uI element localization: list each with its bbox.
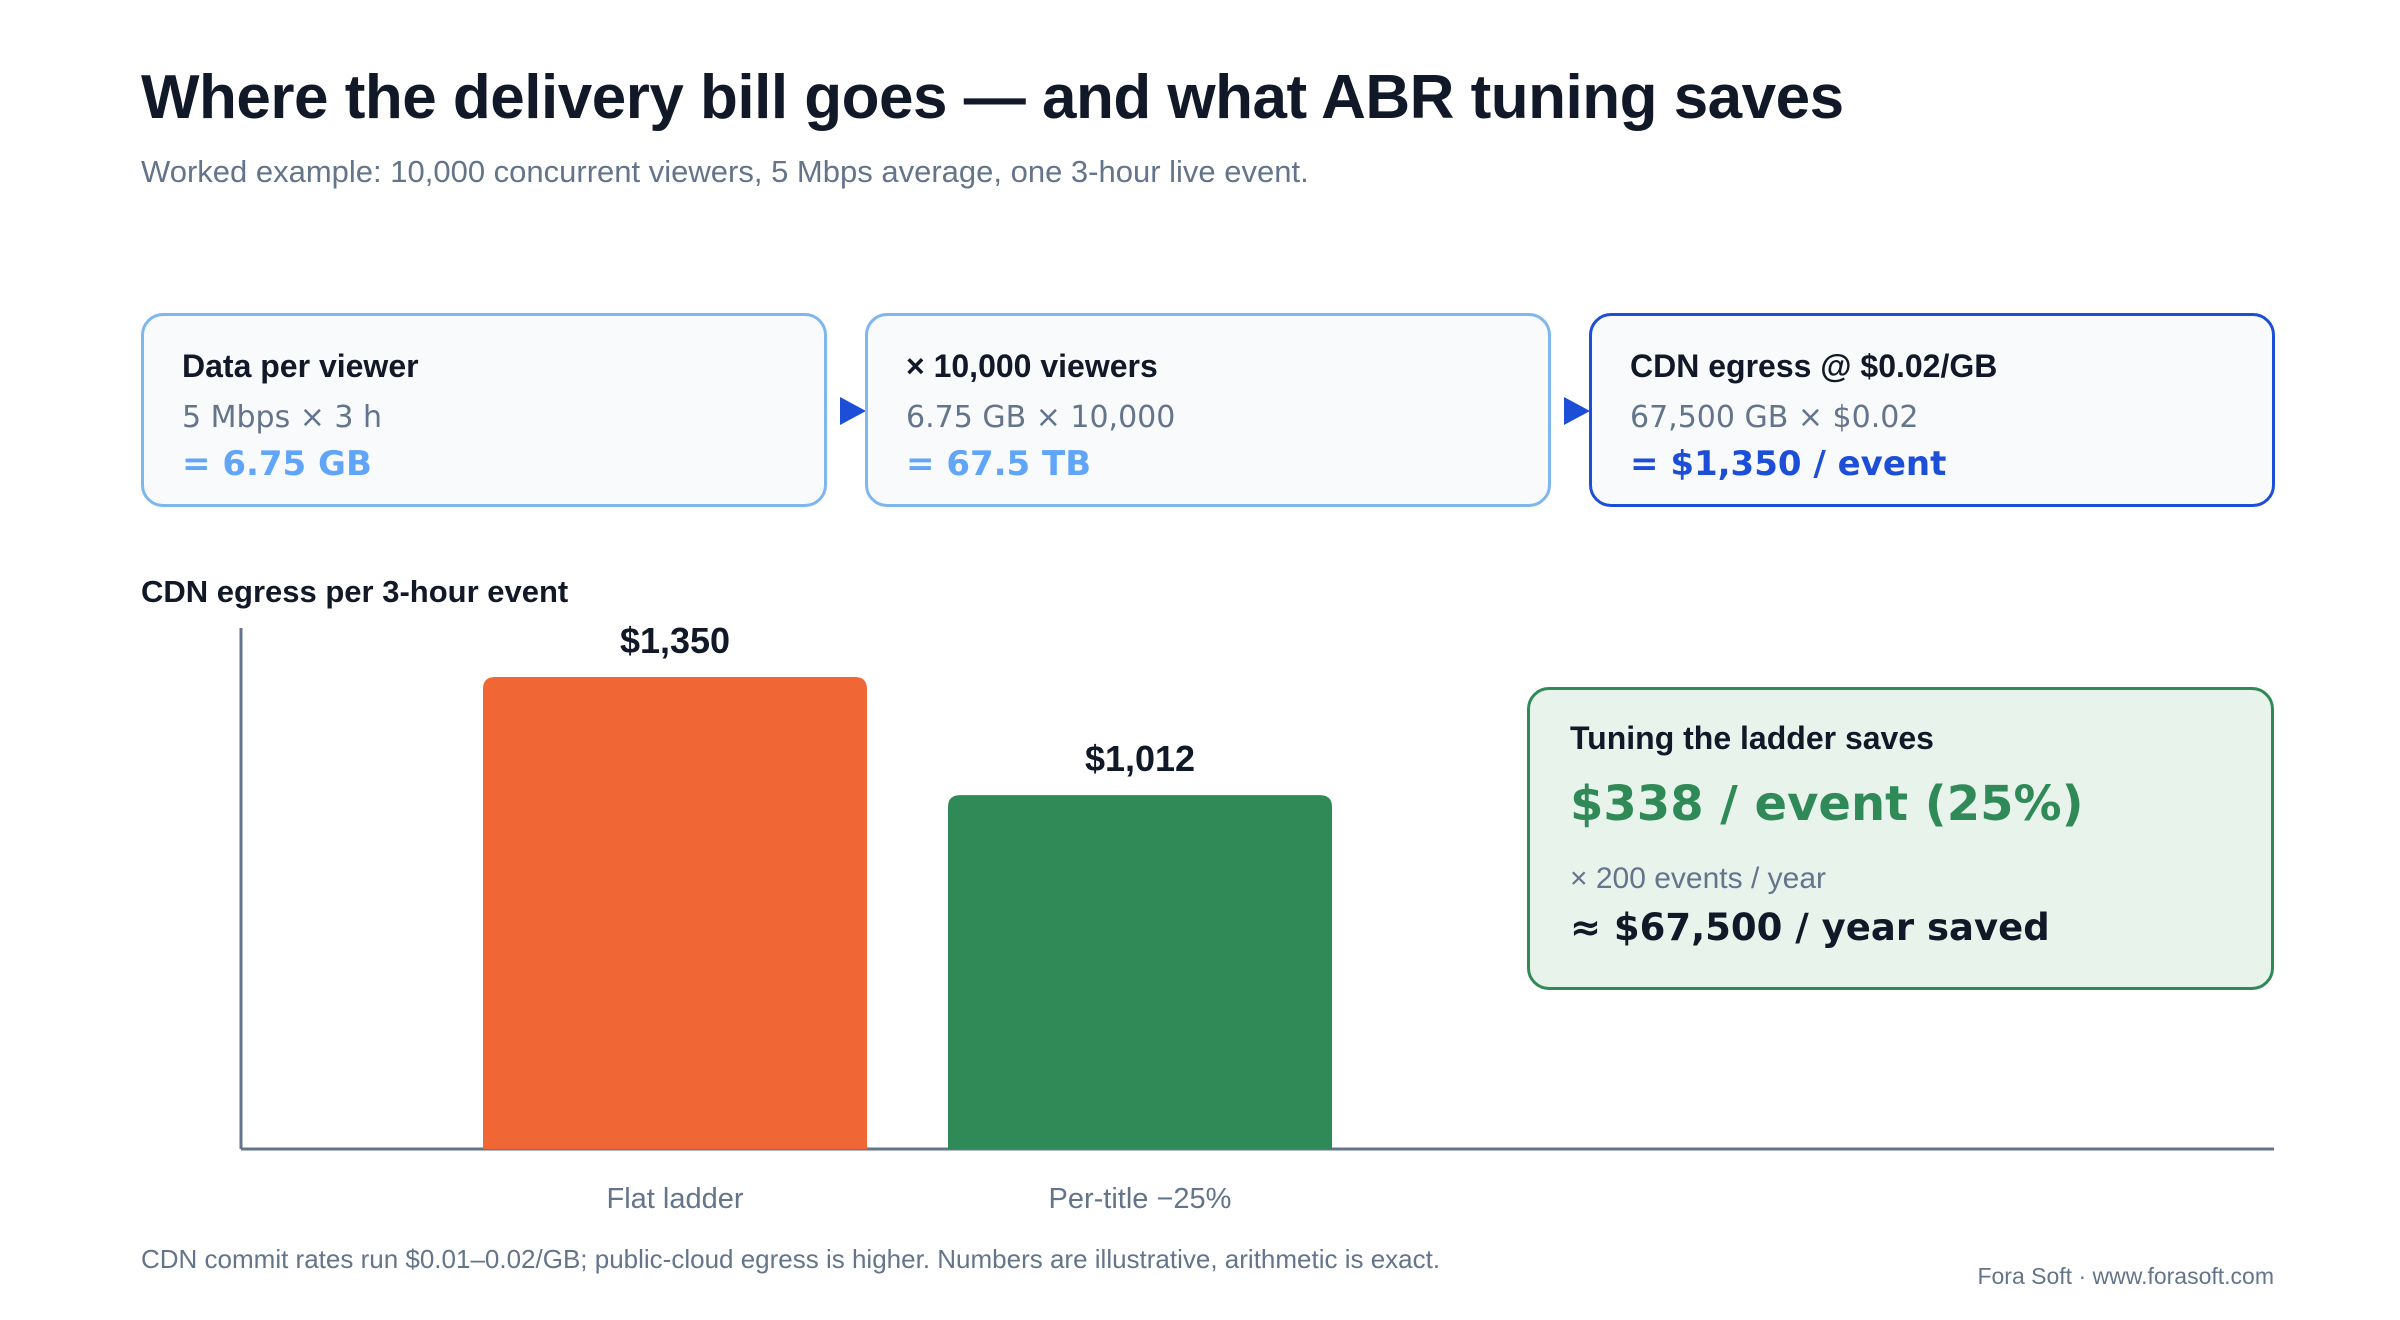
savings-per-event: $338 / event (25%)	[1570, 776, 2084, 832]
step-heading: × 10,000 viewers	[906, 348, 1158, 384]
savings-card: Tuning the ladder saves $338 / event (25…	[1527, 687, 2274, 990]
page-title: Where the delivery bill goes — and what …	[141, 63, 1844, 132]
chart-title: CDN egress per 3-hour event	[141, 574, 569, 609]
step-card-viewers: × 10,000 viewers 6.75 GB × 10,000 = 67.5…	[865, 313, 1551, 507]
step-result: = $1,350 / event	[1630, 444, 1947, 484]
bar-value-label: $1,350	[620, 620, 730, 661]
savings-per-year: ≈ $67,500 / year saved	[1570, 906, 2050, 949]
step-calc: 67,500 GB × $0.02	[1630, 400, 1919, 435]
step-card-data-per-viewer: Data per viewer 5 Mbps × 3 h = 6.75 GB	[141, 313, 827, 507]
arrow-right-icon	[1564, 397, 1590, 425]
footnote: CDN commit rates run $0.01–0.02/GB; publ…	[141, 1244, 1441, 1274]
page-subtitle: Worked example: 10,000 concurrent viewer…	[141, 154, 1309, 189]
step-card-cdn-egress: CDN egress @ $0.02/GB 67,500 GB × $0.02 …	[1589, 313, 2275, 507]
step-calc: 5 Mbps × 3 h	[182, 400, 383, 435]
step-result: = 67.5 TB	[906, 444, 1092, 484]
bar-value-label: $1,012	[1085, 738, 1195, 779]
step-calc: 6.75 GB × 10,000	[906, 400, 1176, 435]
step-result: = 6.75 GB	[182, 444, 372, 484]
step-heading: Data per viewer	[182, 348, 419, 384]
category-label: Per-title −25%	[1049, 1183, 1232, 1215]
credit: Fora Soft · www.forasoft.com	[1977, 1263, 2274, 1289]
bar-flat-ladder	[483, 677, 867, 1149]
step-heading: CDN egress @ $0.02/GB	[1630, 348, 1998, 384]
arrow-right-icon	[840, 397, 866, 425]
category-label: Flat ladder	[606, 1183, 743, 1215]
savings-multiplier: × 200 events / year	[1570, 862, 1826, 895]
bar-per-title	[948, 795, 1332, 1149]
savings-heading: Tuning the ladder saves	[1570, 720, 1934, 756]
